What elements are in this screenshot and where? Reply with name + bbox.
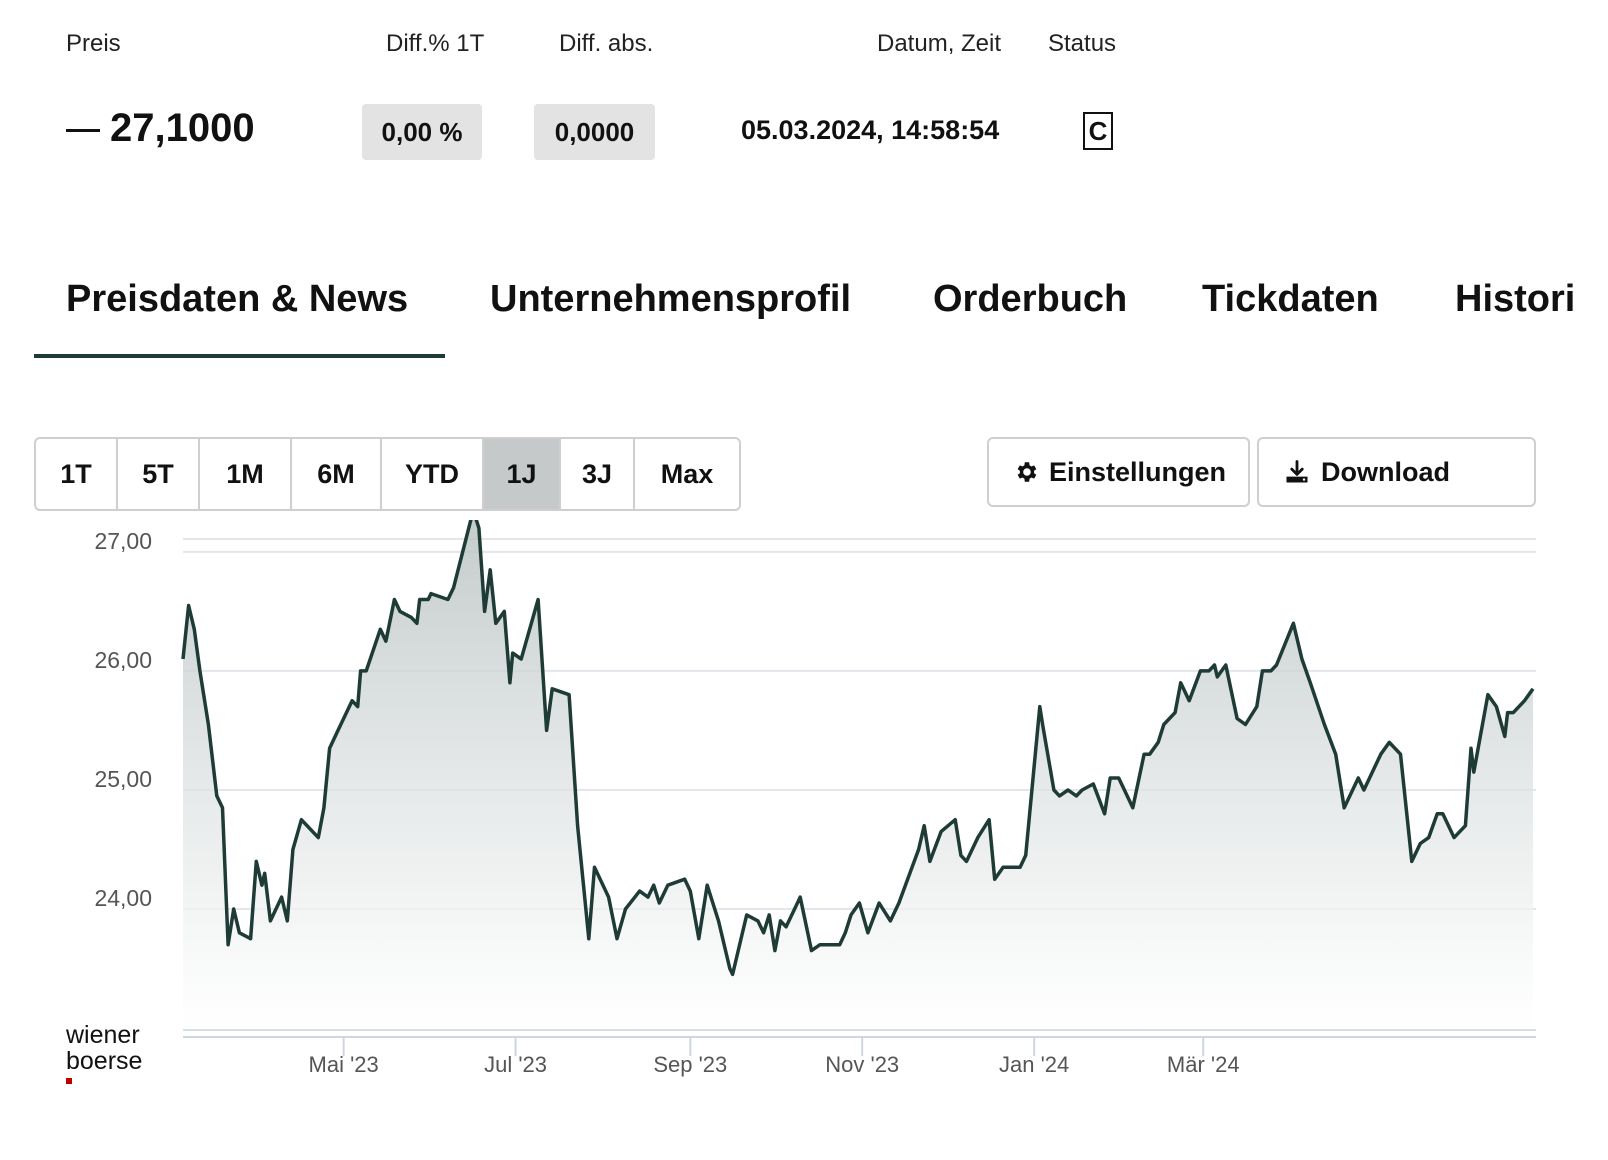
y-tick-label: 25,00 [94, 766, 152, 792]
logo-line-1: wiener [66, 1021, 140, 1049]
active-tab-indicator [34, 354, 445, 358]
diff-pct-label: Diff.% 1T [386, 30, 485, 57]
y-tick-label: 24,00 [94, 885, 152, 911]
x-tick-label: Nov '23 [825, 1052, 899, 1077]
datetime-value: 05.03.2024, 14:58:54 [741, 115, 1000, 145]
range-5t-button[interactable]: 5T [118, 439, 200, 509]
tab-historie[interactable]: Histori [1455, 278, 1576, 320]
datetime-label: Datum, Zeit [877, 30, 1002, 57]
range-6m-button[interactable]: 6M [292, 439, 382, 509]
logo-line-2: boerse [66, 1047, 143, 1075]
gear-icon [1017, 462, 1037, 482]
price-area [183, 520, 1533, 1028]
y-tick-label: 27,00 [94, 528, 152, 554]
tab-bar: Preisdaten & News Unternehmensprofil Ord… [0, 270, 1608, 360]
range-1j-button[interactable]: 1J [484, 439, 561, 509]
logo-dot [66, 1078, 72, 1084]
price-value: 27,1000 [66, 106, 255, 151]
tab-preisdaten-news[interactable]: Preisdaten & News [66, 278, 409, 320]
price-number: 27,1000 [110, 106, 255, 150]
x-tick-label: Sep '23 [653, 1052, 727, 1077]
download-label: Download [1321, 456, 1450, 487]
range-3j-button[interactable]: 3J [561, 439, 635, 509]
settings-button[interactable]: Einstellungen [987, 437, 1250, 507]
range-1m-button[interactable]: 1M [200, 439, 292, 509]
diff-abs-badge: 0,0000 [534, 104, 655, 160]
range-1t-button[interactable]: 1T [36, 439, 118, 509]
status-badge: C [1083, 112, 1113, 150]
price-line [181, 520, 1535, 977]
range-selector: 1T 5T 1M 6M YTD 1J 3J Max [34, 437, 741, 511]
diff-abs-label: Diff. abs. [559, 30, 654, 57]
settings-label: Einstellungen [1049, 456, 1227, 487]
diff-pct-badge: 0,00 % [362, 104, 482, 160]
x-tick-label: Mai '23 [309, 1052, 379, 1077]
wiener-boerse-logo: wiener boerse [66, 1021, 143, 1084]
price-label: Preis [66, 30, 121, 57]
range-ytd-button[interactable]: YTD [382, 439, 484, 509]
tab-orderbuch[interactable]: Orderbuch [933, 278, 1128, 320]
range-max-button[interactable]: Max [660, 458, 714, 489]
tab-unternehmensprofil[interactable]: Unternehmensprofil [490, 278, 852, 320]
tab-tickdaten[interactable]: Tickdaten [1202, 278, 1379, 320]
price-chart: 24,00 25,00 26,00 27,00 Mai '23 Jul '23 Sep '… [94, 520, 1536, 1077]
x-tick-label: Mär '24 [1167, 1052, 1240, 1077]
status-label: Status [1048, 30, 1117, 57]
download-button[interactable]: Download [1257, 437, 1536, 507]
x-tick-label: Jul '23 [484, 1052, 547, 1077]
download-icon [1286, 460, 1308, 483]
x-tick-label: Jan '24 [999, 1052, 1069, 1077]
unchanged-dash-icon [66, 129, 100, 132]
y-tick-label: 26,00 [94, 647, 152, 673]
